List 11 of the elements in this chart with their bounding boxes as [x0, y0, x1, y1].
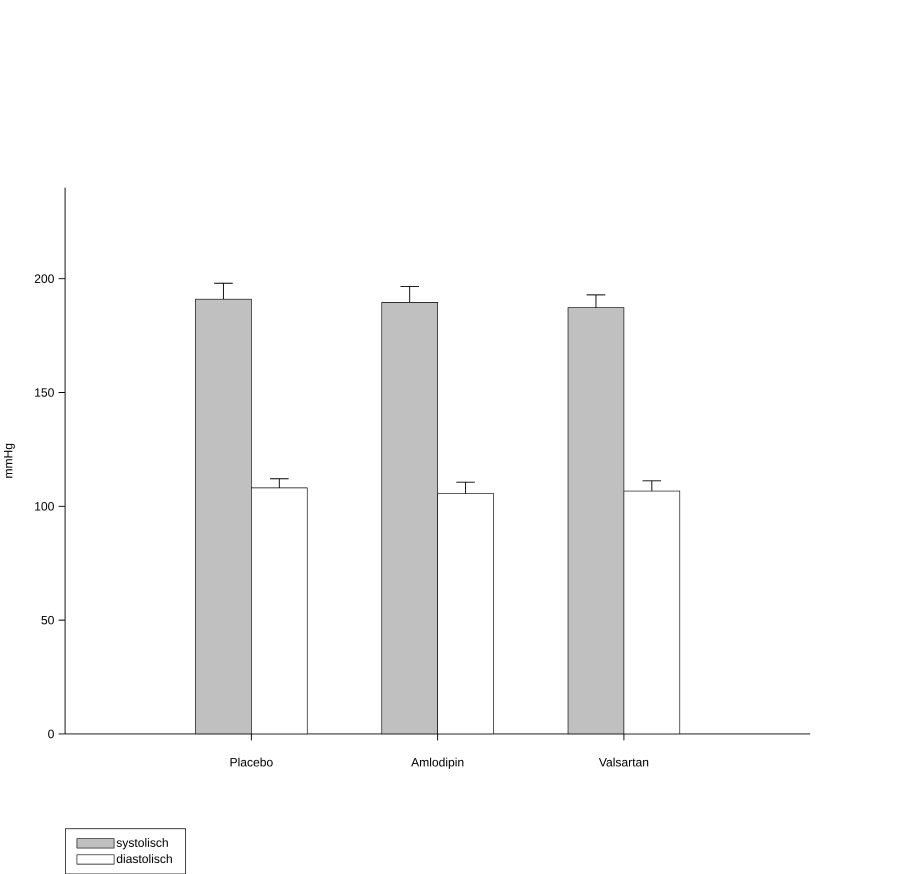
y-tick-label: 100 [35, 502, 54, 510]
y-tick-label: 0 [48, 729, 54, 738]
y-tick-label: 50 [41, 616, 54, 624]
legend-label: diastolisch [116, 854, 172, 863]
x-tick-label: Amlodipin [411, 757, 464, 769]
x-tick-label: Valsartan [598, 757, 648, 766]
x-tick-label: Placebo [230, 757, 273, 766]
y-tick-label: 150 [35, 388, 54, 397]
legend-label: systolisch [116, 838, 168, 850]
y-tick-label: 200 [34, 274, 54, 283]
y-axis-title: mmHg [4, 444, 15, 478]
